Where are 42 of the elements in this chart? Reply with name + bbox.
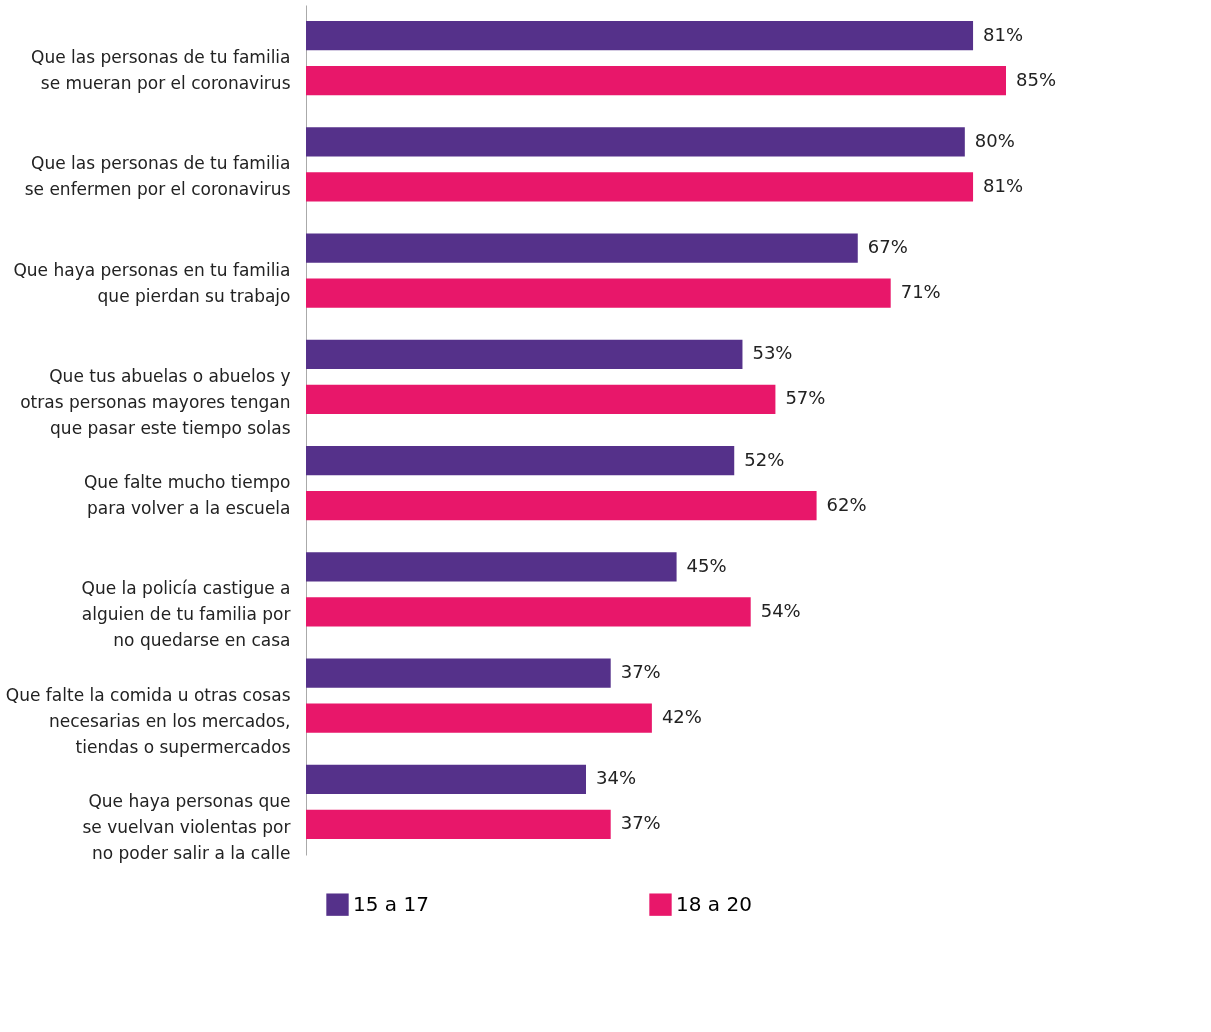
legend-label: 15 a 17	[353, 891, 429, 916]
data-label: 45%	[686, 554, 727, 576]
bar	[306, 127, 965, 157]
y-tick-label: Que falte la comida u otras cosas necesarias en los mercados, tiendas o supermercados	[5, 684, 291, 757]
bar	[306, 20, 974, 51]
bar	[306, 66, 1006, 96]
bar	[306, 703, 652, 733]
data-label: 81%	[983, 174, 1024, 196]
data-label: 85%	[1016, 68, 1057, 90]
bar	[306, 491, 817, 521]
data-label: 80%	[974, 129, 1015, 151]
legend-label: 18 a 20	[676, 891, 752, 916]
data-label: 62%	[826, 493, 867, 515]
bar	[306, 552, 677, 582]
bar	[306, 445, 735, 476]
bar	[306, 597, 751, 627]
data-label: 37%	[620, 661, 661, 683]
data-label: 67%	[867, 236, 908, 258]
y-tick-label: Que la policía castigue a alguien de tu familia por no quedarse en casa	[81, 578, 291, 651]
bar	[306, 764, 586, 794]
data-label: 54%	[760, 599, 801, 621]
bar	[306, 384, 776, 415]
bar	[306, 339, 743, 369]
bar	[306, 658, 611, 688]
bar	[306, 233, 858, 263]
data-label: 81%	[983, 23, 1024, 45]
data-label: 71%	[900, 281, 941, 303]
data-label: 53%	[752, 342, 793, 364]
y-tick-label: Que las personas de tu familia se mueran por el coronavirus	[31, 47, 291, 94]
data-label: 57%	[785, 387, 826, 409]
data-label: 34%	[596, 767, 637, 789]
bar	[306, 278, 891, 308]
y-tick-label: Que falte mucho tiempo para volver a la escuela	[83, 472, 291, 519]
data-label: 52%	[744, 448, 785, 470]
bar	[306, 809, 611, 840]
y-tick-label: Que haya personas que se vuelvan violentas por no poder salir a la calle	[82, 790, 291, 863]
bar	[306, 172, 974, 202]
y-tick-label: Que haya personas en tu familia que pierdan su trabajo	[13, 259, 291, 306]
data-label: 37%	[620, 812, 661, 834]
data-label: 42%	[661, 706, 702, 728]
y-tick-label: Que tus abuelas o abuelos y otras personas mayores tengan que pasar este tiempo solas	[20, 365, 291, 438]
y-tick-label: Que las personas de tu familia se enfermen por el coronavirus	[24, 153, 291, 200]
